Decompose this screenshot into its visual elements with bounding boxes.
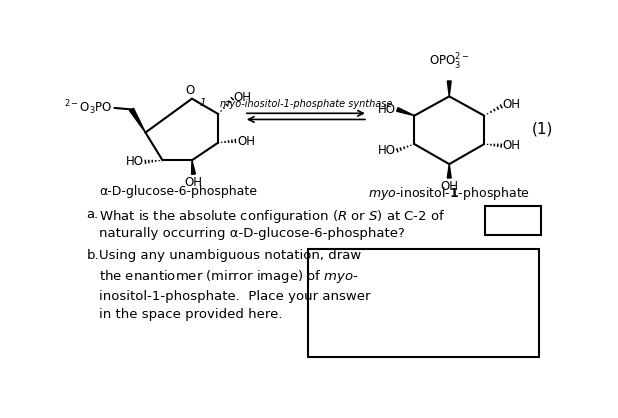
- Text: OH: OH: [502, 139, 521, 152]
- Text: OH: OH: [440, 179, 459, 193]
- Text: What is the absolute configuration ($R$ or $S$) at C-2 of
naturally occurring α-: What is the absolute configuration ($R$ …: [99, 208, 446, 240]
- Text: myo-inositol-1-phosphate synthase: myo-inositol-1-phosphate synthase: [219, 99, 392, 110]
- Text: OH: OH: [502, 98, 521, 111]
- Text: OH: OH: [237, 135, 255, 148]
- Text: OPO$_3^{2-}$: OPO$_3^{2-}$: [429, 51, 470, 72]
- Text: 1: 1: [200, 97, 206, 107]
- Text: $\mathit{myo}$-inositol-$\mathbf{1}$-phosphate: $\mathit{myo}$-inositol-$\mathbf{1}$-pho…: [368, 185, 530, 202]
- Text: OH: OH: [234, 91, 252, 104]
- Polygon shape: [397, 108, 415, 116]
- Text: α-D-glucose-6-phosphate: α-D-glucose-6-phosphate: [99, 185, 257, 198]
- Polygon shape: [447, 164, 451, 178]
- Text: $^{2-}$O$_3$PO: $^{2-}$O$_3$PO: [64, 99, 113, 117]
- Text: HO: HO: [378, 144, 396, 157]
- Text: Using any unambiguous notation, draw
the enantiomer (mirror image) of $\mathit{m: Using any unambiguous notation, draw the…: [99, 249, 370, 321]
- Text: HO: HO: [126, 155, 144, 168]
- Text: O: O: [186, 84, 195, 97]
- Polygon shape: [130, 108, 145, 133]
- Text: a.: a.: [87, 208, 99, 221]
- Bar: [308, 249, 539, 357]
- Text: b.: b.: [87, 249, 99, 262]
- Text: HO: HO: [378, 103, 396, 116]
- Text: (1): (1): [532, 122, 554, 137]
- Polygon shape: [192, 160, 195, 174]
- Polygon shape: [447, 81, 451, 97]
- Bar: [485, 206, 541, 235]
- Text: OH: OH: [185, 176, 203, 189]
